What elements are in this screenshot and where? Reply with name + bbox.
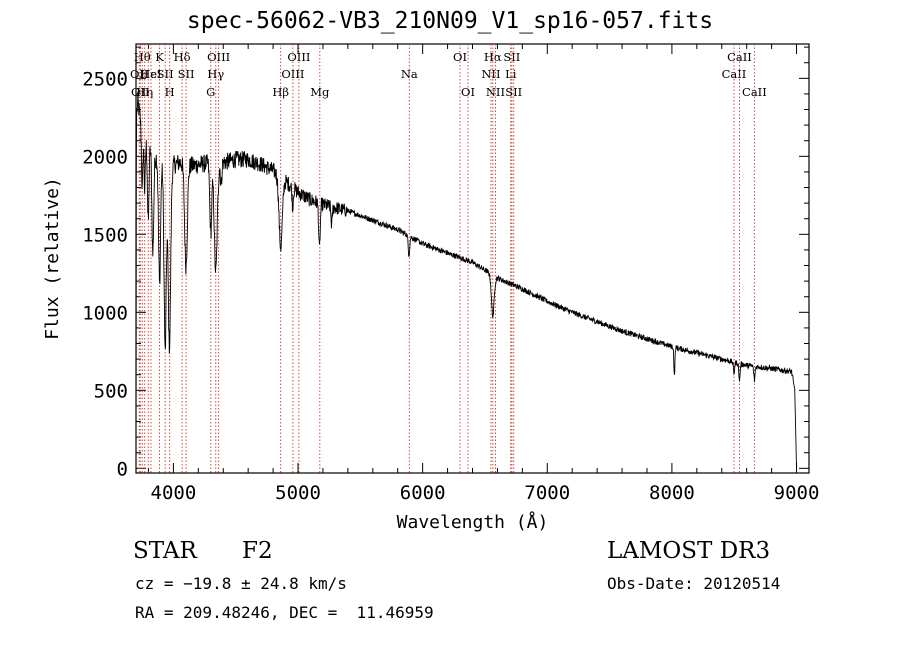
line-marker-label: H bbox=[165, 85, 175, 99]
x-tick-label: 4000 bbox=[151, 482, 197, 504]
line-marker-label: Hη bbox=[136, 85, 153, 99]
line-marker-label: OI bbox=[461, 85, 475, 99]
y-tick-label: 2500 bbox=[82, 68, 128, 90]
line-marker-label: CaII bbox=[722, 67, 747, 81]
line-marker-label: Hδ bbox=[174, 50, 191, 64]
line-marker-label: OIII bbox=[207, 50, 230, 64]
x-tick-label: 9000 bbox=[774, 482, 820, 504]
y-tick-label: 500 bbox=[94, 380, 128, 402]
survey-label: LAMOST DR3 bbox=[607, 538, 771, 564]
y-axis-label: Flux (relative) bbox=[42, 177, 63, 340]
line-marker-label: OIII bbox=[287, 50, 310, 64]
spectrum-series bbox=[136, 91, 797, 469]
line-marker-label: Hθ bbox=[134, 50, 151, 64]
line-marker-label: Hα bbox=[484, 50, 502, 64]
x-tick-label: 8000 bbox=[649, 482, 695, 504]
subclass-label: F2 bbox=[242, 538, 273, 564]
line-marker-label: SII bbox=[157, 67, 174, 81]
line-marker-label: OII bbox=[131, 85, 150, 99]
line-marker-label: OII bbox=[130, 67, 149, 81]
chart-title: spec-56062-VB3_210N09_V1_sp16-057.fits bbox=[186, 8, 714, 34]
line-marker-label: SII bbox=[505, 85, 522, 99]
line-marker-label: OIII bbox=[281, 67, 304, 81]
line-marker-label: Na bbox=[401, 67, 418, 81]
y-tick-label: 1000 bbox=[82, 302, 128, 324]
coordinates-label: RA = 209.48246, DEC = 11.46959 bbox=[135, 603, 434, 622]
x-tick-label: 7000 bbox=[524, 482, 570, 504]
line-marker-label: Mg bbox=[310, 85, 330, 99]
line-marker-label: CaII bbox=[742, 85, 767, 99]
line-marker-label: NII bbox=[486, 85, 505, 99]
line-marker-label: K bbox=[155, 50, 164, 64]
line-marker-label: HeI bbox=[140, 67, 161, 81]
line-marker-label: CaII bbox=[727, 50, 752, 64]
plot-frame bbox=[135, 43, 810, 474]
line-marker-label: OI bbox=[453, 50, 467, 64]
observation-date-label: Obs-Date: 20120514 bbox=[607, 574, 781, 593]
redshift-velocity-label: cz = −19.8 ± 24.8 km/s bbox=[135, 574, 347, 593]
x-tick-label: 6000 bbox=[400, 482, 446, 504]
object-class-label: STAR bbox=[133, 538, 197, 564]
line-marker-label: SII bbox=[178, 67, 195, 81]
line-marker-label: NII bbox=[481, 67, 500, 81]
x-tick-label: 5000 bbox=[275, 482, 321, 504]
y-tick-label: 0 bbox=[117, 458, 128, 480]
y-tick-label: 1500 bbox=[82, 224, 128, 246]
line-marker-label: Li bbox=[505, 67, 517, 81]
line-marker-label: Hγ bbox=[207, 67, 224, 81]
y-tick-label: 2000 bbox=[82, 146, 128, 168]
line-marker-label: SII bbox=[503, 50, 520, 64]
line-marker-label: Hβ bbox=[272, 85, 289, 99]
line-marker-label: Hε bbox=[140, 67, 156, 81]
line-marker-label: G bbox=[206, 85, 215, 99]
x-axis-label: Wavelength (Å) bbox=[397, 511, 549, 533]
